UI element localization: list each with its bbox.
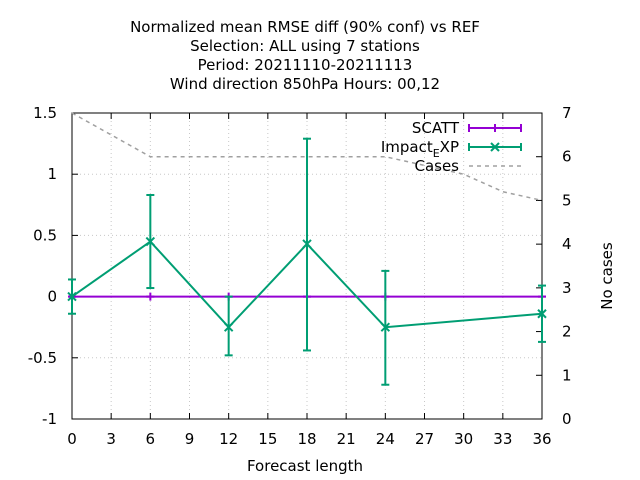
x-tick-label: 30 [454,430,473,448]
x-tick-label: 33 [493,430,512,448]
x-axis-title: Forecast length [247,457,363,475]
x-tick-label: 36 [532,430,551,448]
axis-ticks: 0 3 6 9 12 15 18 21 24 27 30 33 36-1-0.500.511.50123… [28,104,572,448]
y-tick-label: 1 [47,165,57,183]
series-layer [67,112,547,386]
legend-item-scatt: SCATT [412,119,522,137]
x-tick-label: 27 [415,430,434,448]
title-line: Period: 20211110-20211113 [198,56,413,74]
x-tick-label: 15 [258,430,277,448]
legend-label: SCATT [412,119,460,137]
y-tick-label: 0.5 [33,226,57,244]
y-tick-label: 0 [47,288,57,306]
legend-item-impact-exp: ImpactEXP [381,138,522,160]
y2-tick-label: 4 [562,235,572,253]
y2-tick-label: 0 [562,410,572,428]
x-tick-label: 6 [146,430,156,448]
y2-axis-title: No cases [598,242,616,310]
x-tick-label: 18 [297,430,316,448]
x-tick-label: 9 [185,430,195,448]
title-line: Wind direction 850hPa Hours: 00,12 [170,75,440,93]
y2-tick-label: 1 [562,366,572,384]
data-point [537,309,547,319]
series-cases [71,112,543,202]
data-point [380,322,391,332]
legend-label: ImpactEXP [381,138,459,160]
chart-title: Normalized mean RMSE diff (90% conf) vs … [130,18,480,93]
title-line: Selection: ALL using 7 stations [190,37,420,55]
y2-tick-label: 5 [562,191,572,209]
x-tick-label: 21 [337,430,356,448]
legend-label: Cases [414,157,459,175]
data-point [223,322,234,332]
series-line [71,112,543,202]
data-point [145,236,156,247]
y2-tick-label: 2 [562,323,572,341]
x-tick-label: 24 [376,430,395,448]
y2-tick-label: 7 [562,104,572,122]
x-tick-label: 12 [219,430,238,448]
y-tick-label: 1.5 [33,104,57,122]
series-impact-exp [67,137,547,386]
data-point [302,239,312,249]
x-tick-label: 0 [67,430,77,448]
x-tick-label: 3 [106,430,116,448]
y2-tick-label: 6 [562,148,572,166]
series-line [71,240,543,329]
data-point [67,291,77,302]
title-line: Normalized mean RMSE diff (90% conf) vs … [130,18,480,36]
legend-item-cases: Cases [414,157,521,175]
y2-tick-label: 3 [562,279,572,297]
legend-marker [490,142,500,152]
y-tick-label: -1 [42,410,57,428]
y-tick-label: -0.5 [28,349,57,367]
